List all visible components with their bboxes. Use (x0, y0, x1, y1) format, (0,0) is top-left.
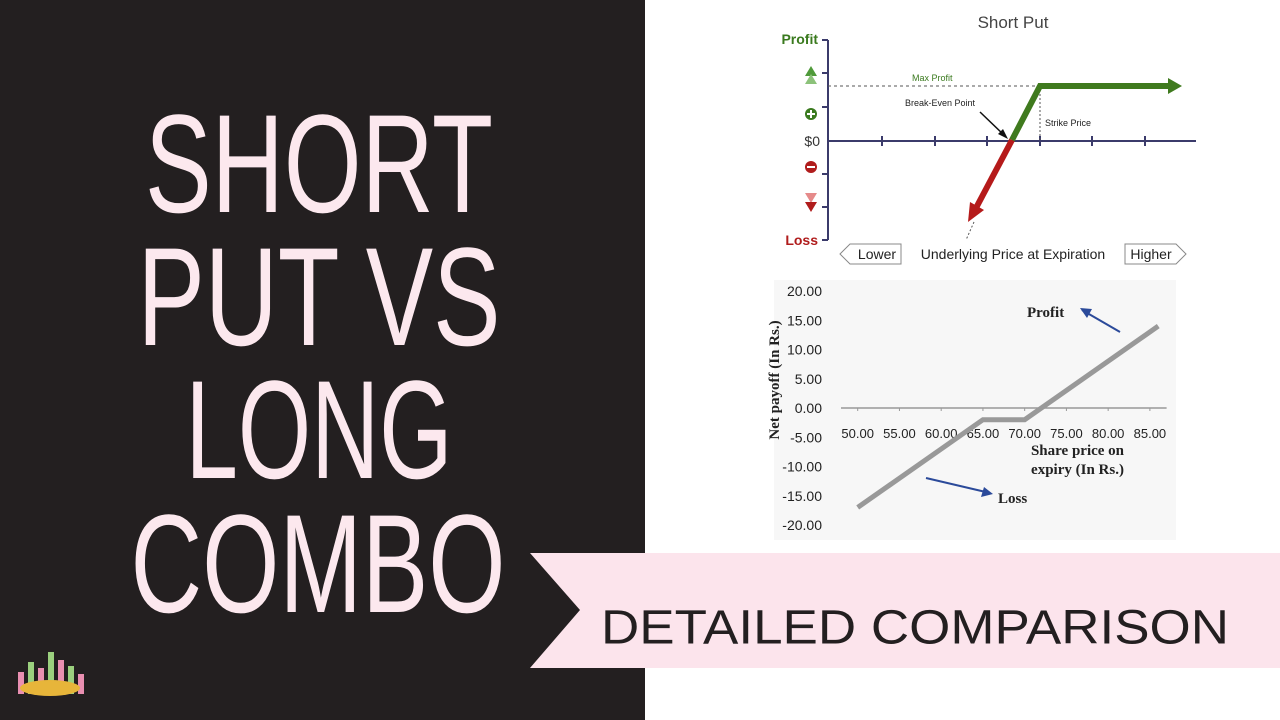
zero-label: $0 (804, 133, 820, 149)
loss-line (973, 138, 1015, 210)
payoff-line (856, 324, 1160, 510)
y-tick-label: 5.00 (795, 371, 822, 387)
y-axis-label: Net payoff (In Rs.) (767, 320, 783, 439)
chart-background (774, 280, 1176, 540)
arrow-head (981, 487, 993, 497)
left-panel (0, 0, 645, 720)
lower-label: Lower (858, 246, 896, 262)
annotation-arrow (925, 477, 991, 494)
y-tick-label: 0.00 (795, 400, 822, 416)
x-tick-label: 85.00 (1134, 426, 1167, 441)
x-tick-label: 60.00 (925, 426, 958, 441)
diagram-title: Short Put (978, 13, 1049, 32)
break-even-label: Break-Even Point (905, 98, 976, 108)
diagram-axis-label: Underlying Price at Expiration (921, 246, 1105, 262)
logo (18, 652, 84, 696)
headline-line: LONG (186, 351, 453, 508)
short-put-diagram: Short Put Profit $0 Loss Max Profit Brea… (781, 13, 1196, 265)
x-tick-label: 50.00 (841, 426, 874, 441)
axis-ticks (822, 39, 1146, 241)
profit-label: Profit (781, 31, 818, 47)
y-tick-label: 15.00 (787, 312, 822, 328)
y-tick-label: 10.00 (787, 342, 822, 358)
y-tick-label: -15.00 (782, 488, 822, 504)
annotation: Loss (998, 491, 1027, 507)
banner-shape (530, 553, 1280, 668)
higher-label: Higher (1130, 246, 1172, 262)
payoff-chart: 20.00 15.00 10.00 5.00 0.00 -5.00 -10.00 -15.00… (767, 283, 1167, 533)
y-tick-label: -20.00 (782, 517, 822, 533)
x-tick-label: 80.00 (1092, 426, 1125, 441)
annotation: Profit (1027, 305, 1064, 321)
x-axis-label: Share price on expiry (In Rs.) (1030, 443, 1125, 478)
y-tick-label: 20.00 (787, 283, 822, 299)
y-tick-label: -5.00 (790, 429, 822, 445)
x-tick-label: 70.00 (1008, 426, 1041, 441)
headline-line: COMBO (131, 485, 506, 642)
x-tick-label: 75.00 (1050, 426, 1083, 441)
arrow-head (1080, 308, 1092, 318)
x-tick-label: 65.00 (967, 426, 1000, 441)
banner-text: DETAILED COMPARISON (601, 602, 1229, 655)
headline-line: SHORT (145, 85, 493, 242)
strike-label: Strike Price (1045, 118, 1091, 128)
loss-label: Loss (785, 232, 818, 248)
headline: SHORT PUT VS LONG COMBO (131, 85, 506, 642)
headline-line: PUT VS (138, 218, 501, 375)
profit-line (1009, 83, 1170, 142)
x-tick-label: 55.00 (883, 426, 916, 441)
max-profit-label: Max Profit (912, 73, 953, 83)
y-tick-label: -10.00 (782, 459, 822, 475)
